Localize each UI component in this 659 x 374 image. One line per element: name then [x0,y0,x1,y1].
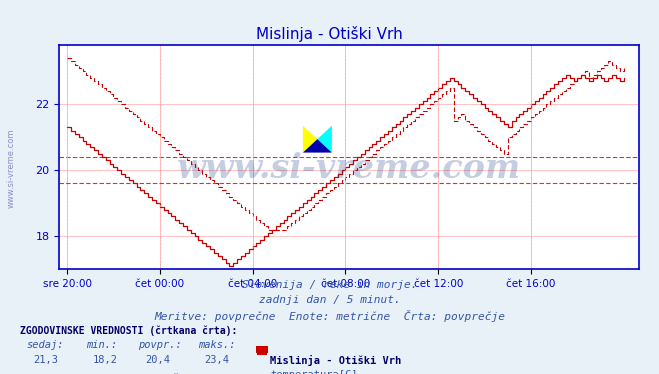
Polygon shape [318,126,332,153]
Text: 21,3: 21,3 [33,355,58,365]
Text: ZGODOVINSKE VREDNOSTI (črtkana črta):: ZGODOVINSKE VREDNOSTI (črtkana črta): [20,325,237,336]
Text: www.si-vreme.com: www.si-vreme.com [7,129,16,208]
Text: 18,2: 18,2 [92,355,117,365]
Text: Slovenija / reke in morje.: Slovenija / reke in morje. [242,280,417,291]
Text: Mislinja - Otiški Vrh: Mislinja - Otiški Vrh [256,26,403,42]
Text: Mislinja - Otiški Vrh: Mislinja - Otiški Vrh [270,355,401,366]
Text: 23,4: 23,4 [204,355,229,365]
Text: 20,4: 20,4 [145,355,170,365]
Text: Meritve: povprečne  Enote: metrične  Črta: povprečje: Meritve: povprečne Enote: metrične Črta:… [154,310,505,322]
Text: povpr.:: povpr.: [138,340,182,350]
Text: sedaj:: sedaj: [26,340,64,350]
Text: zadnji dan / 5 minut.: zadnji dan / 5 minut. [258,295,401,306]
Text: maks.:: maks.: [198,340,235,350]
Polygon shape [303,139,332,153]
Text: www.si-vreme.com: www.si-vreme.com [177,152,521,185]
Text: temperatura[C]: temperatura[C] [270,370,358,374]
Polygon shape [303,126,318,153]
Text: min.:: min.: [86,340,117,350]
